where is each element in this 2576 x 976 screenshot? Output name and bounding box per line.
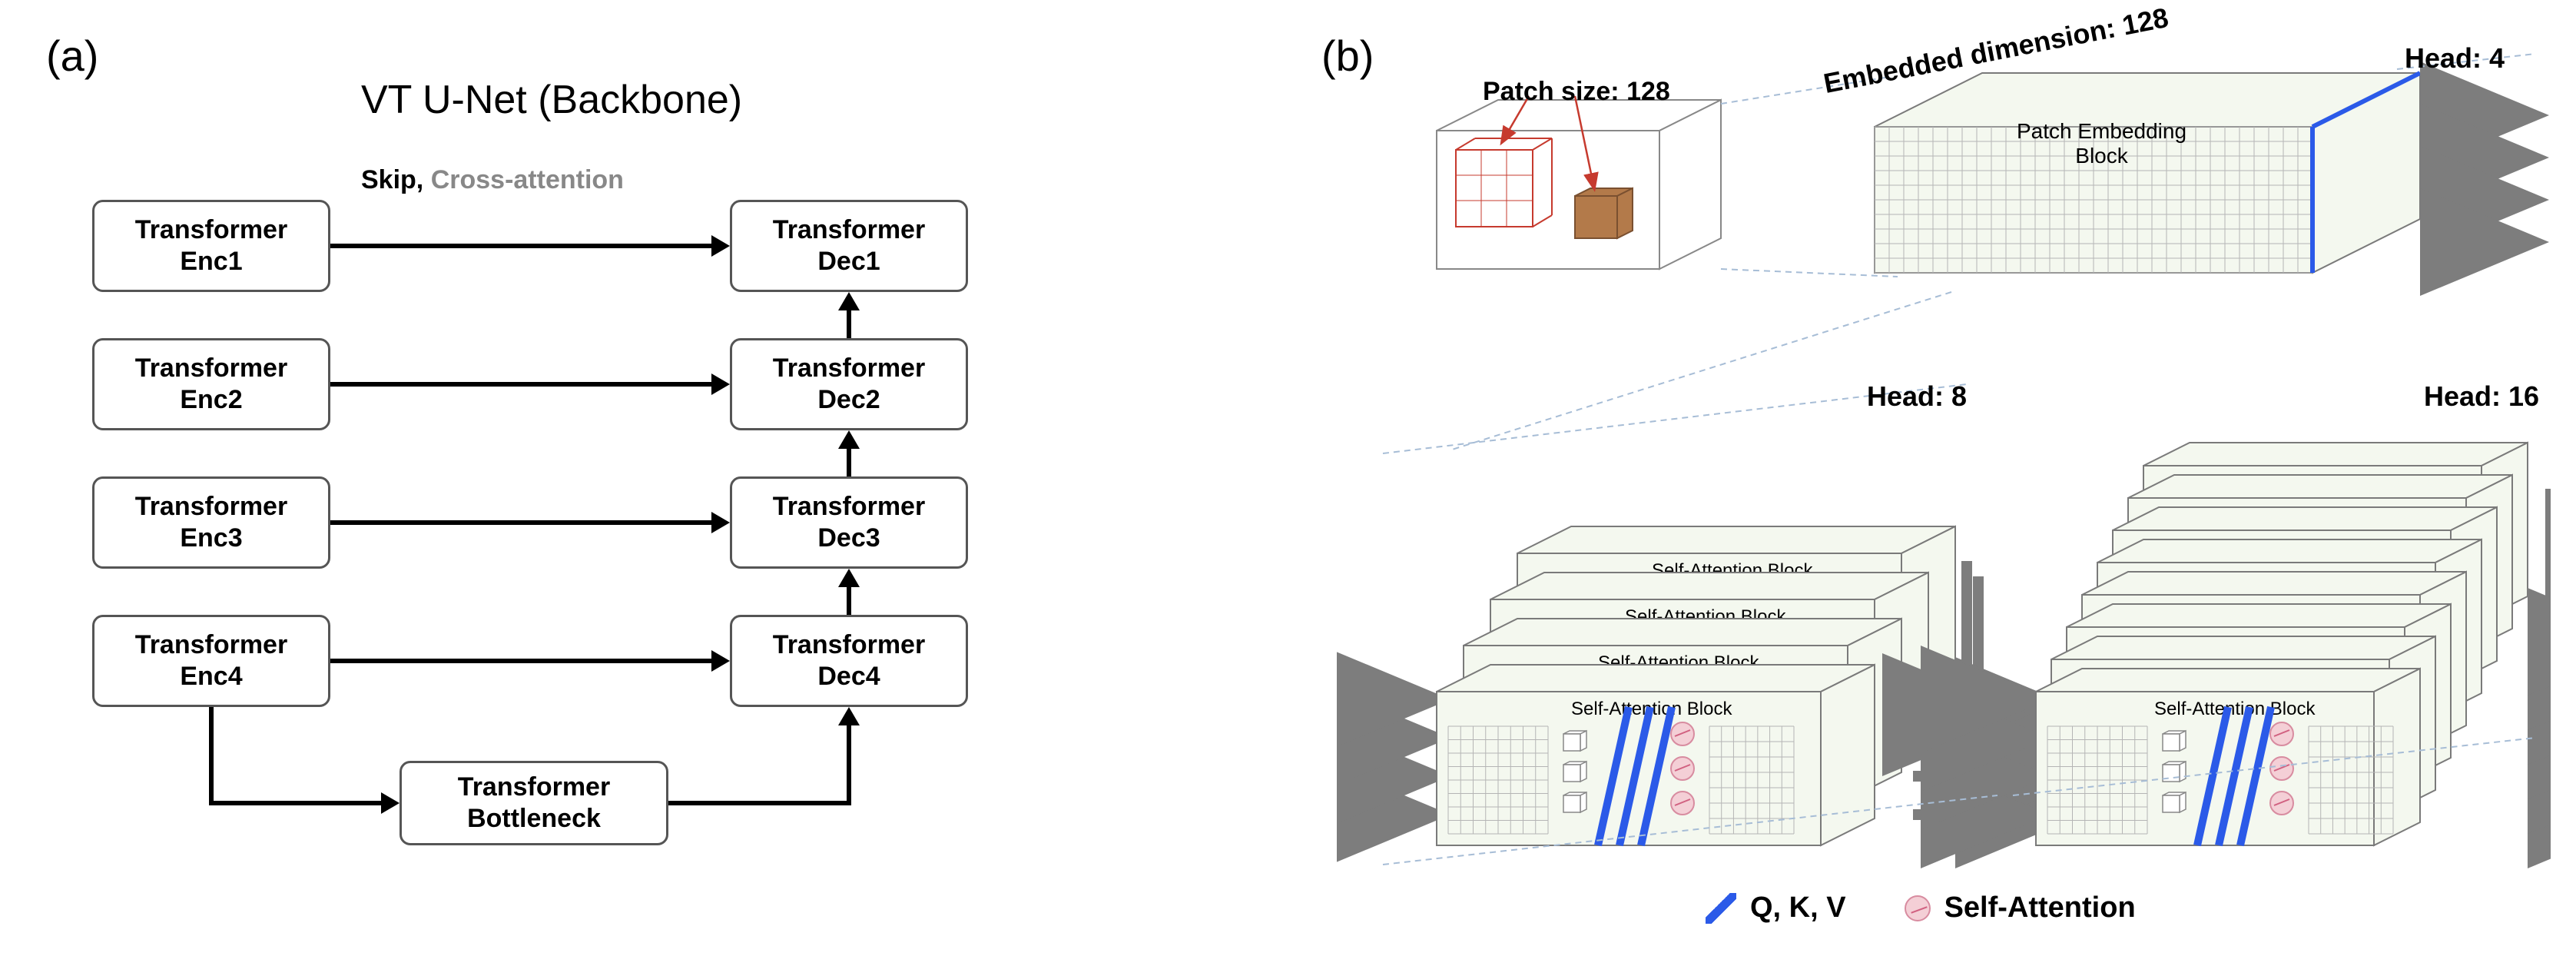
panel-a-label: (a): [46, 31, 98, 81]
decoder-block: Transformer Dec1: [730, 200, 968, 292]
head4-label: Head: 4: [2405, 42, 2505, 75]
decoder-block: Transformer Dec2: [730, 338, 968, 430]
panel-a-title: VT U-Net (Backbone): [361, 77, 742, 123]
up-arrow: [847, 446, 851, 476]
encoder-block: Transformer Enc3: [92, 476, 330, 569]
skip-label: Skip, Cross-attention: [361, 165, 624, 195]
legend-qkv: Q, K, V: [1750, 891, 1846, 925]
arrow-head: [838, 430, 860, 449]
qkv-icon: [1706, 893, 1736, 924]
legend-sa: Self-Attention: [1944, 891, 2136, 925]
patch-size-label: Patch size: 128: [1483, 77, 1670, 107]
arrow-head: [711, 512, 730, 533]
arrow-head: [711, 650, 730, 672]
decoder-block: Transformer Dec3: [730, 476, 968, 569]
head16-label: Head: 16: [2424, 380, 2539, 413]
head8-label: Head: 8: [1867, 380, 1967, 413]
arrow-head: [711, 235, 730, 257]
arrow-head: [838, 292, 860, 310]
encoder-block: Transformer Enc1: [92, 200, 330, 292]
arrow-head: [711, 373, 730, 395]
patch-embedding-label: Patch Embedding Block: [2017, 119, 2186, 168]
encoder-block: Transformer Enc2: [92, 338, 330, 430]
up-arrow: [847, 584, 851, 615]
skip-label-gray: Cross-attention: [431, 165, 624, 194]
decoder-block: Transformer Dec4: [730, 615, 968, 707]
arrow-head: [838, 569, 860, 587]
self-attention-icon: [1905, 895, 1931, 921]
panel-b-svg: Self-Attention BlockSelf-Attention Block…: [1337, 23, 2551, 945]
skip-label-black: Skip,: [361, 165, 431, 194]
encoder-block: Transformer Enc4: [92, 615, 330, 707]
skip-arrow: [330, 659, 714, 663]
svg-text:Self-Attention Block: Self-Attention Block: [2154, 699, 2316, 719]
bottleneck-block: Transformer Bottleneck: [399, 761, 668, 845]
skip-arrow: [330, 520, 714, 525]
up-arrow: [847, 307, 851, 338]
skip-arrow: [330, 244, 714, 248]
legend: Q, K, V Self-Attention: [1706, 891, 2136, 925]
skip-arrow: [330, 382, 714, 387]
